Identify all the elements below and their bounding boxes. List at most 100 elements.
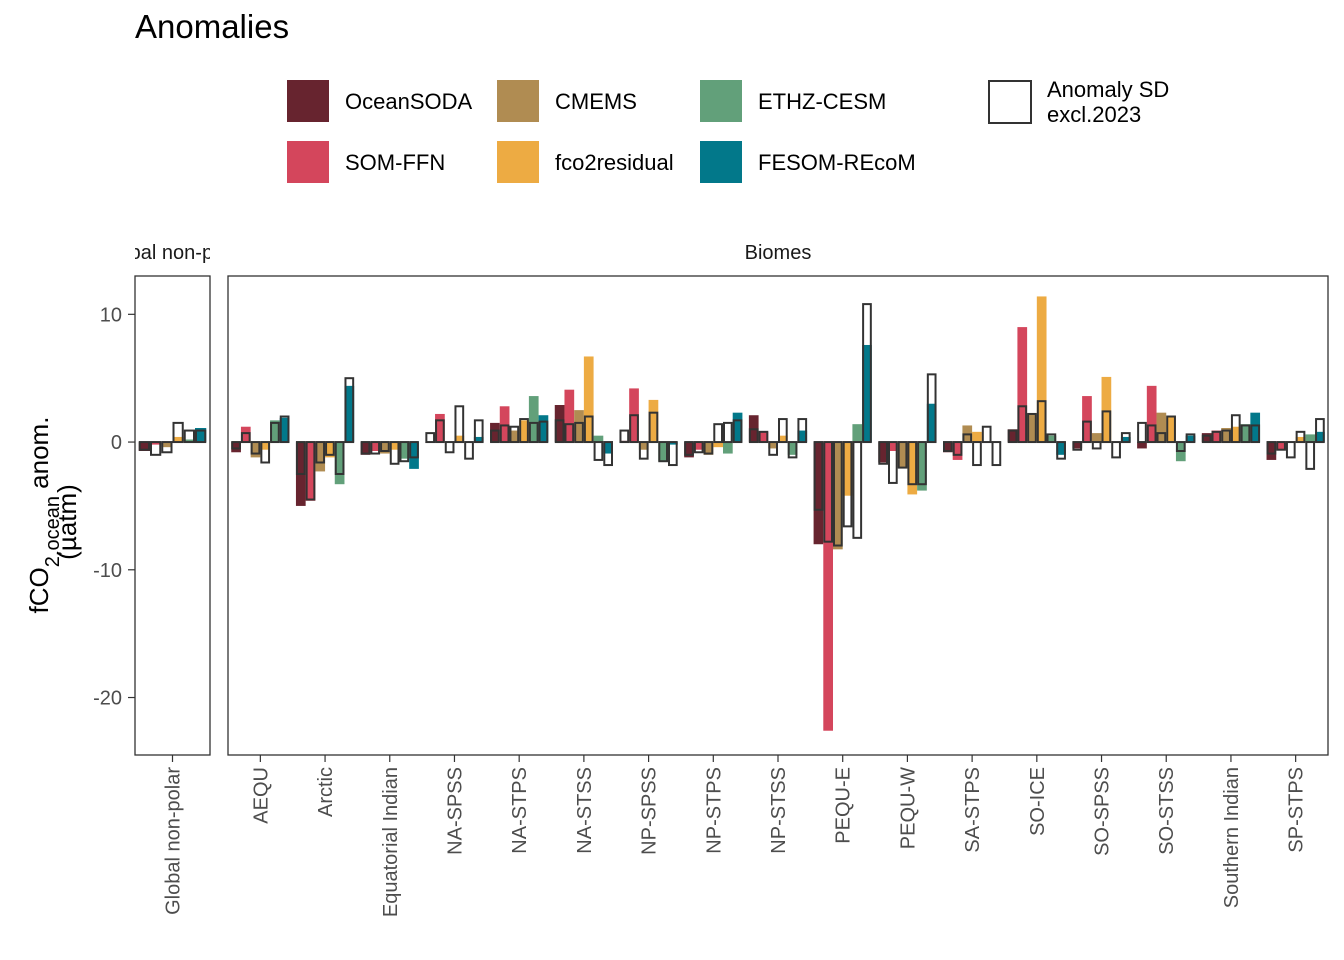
bar-aequ-fco2residual xyxy=(260,442,271,450)
sd-bar-equatorial-indian-som-ffn xyxy=(370,441,381,455)
sd-bar-pequ-w-som-ffn xyxy=(888,441,898,484)
y-axis-unit: (µatm) xyxy=(52,484,82,560)
sd-bar-so-ice-cmems xyxy=(1027,412,1037,444)
sd-bar-sp-stps-cmems xyxy=(1285,441,1296,459)
sd-bar-so-ice-oceansoda xyxy=(1007,429,1018,444)
sd-bar-so-ice-ethz-cesm xyxy=(1046,433,1057,444)
bar-sp-stps-ethz-cesm xyxy=(1305,434,1316,443)
sd-bar-np-stss-fco2residual xyxy=(778,418,788,444)
sd-bar-equatorial-indian-cmems xyxy=(380,441,390,452)
bar-np-stss-fco2residual xyxy=(778,435,788,443)
sd-bar-so-spss-fco2residual xyxy=(1101,410,1112,444)
sd-bar-na-stps-cmems xyxy=(509,425,520,444)
bar-na-stss-oceansoda xyxy=(554,405,565,443)
bar-np-stss-ethz-cesm xyxy=(787,442,798,455)
sd-bar-arctic-oceansoda xyxy=(295,441,306,475)
x-tick-label-na-spss: NA-SPSS xyxy=(444,767,466,855)
sd-bar-aequ-ethz-cesm xyxy=(270,421,280,444)
bar-global-non-polar-fco2residual xyxy=(172,436,184,443)
sd-bar-global-non-polar-cmems xyxy=(161,441,173,454)
bar-global-non-polar-fesom-recom xyxy=(195,428,207,443)
bar-na-stss-fco2residual xyxy=(583,356,594,443)
sd-bar-na-stps-fesom-recom xyxy=(538,420,549,444)
bar-pequ-w-ethz-cesm xyxy=(917,442,927,491)
bar-so-ice-som-ffn xyxy=(1017,327,1028,443)
sd-bar-na-stps-ethz-cesm xyxy=(528,421,539,444)
sd-bar-np-spss-fco2residual xyxy=(648,411,659,444)
x-tick-label-pequ-w: PEQU-W xyxy=(897,767,919,849)
bar-na-spss-fesom-recom xyxy=(473,436,484,443)
bar-southern-indian-cmems xyxy=(1221,428,1231,443)
sd-bar-southern-indian-ethz-cesm xyxy=(1240,424,1251,444)
bar-aequ-ethz-cesm xyxy=(270,420,280,443)
sd-bar-np-stps-som-ffn xyxy=(693,441,704,454)
bar-southern-indian-ethz-cesm xyxy=(1240,424,1251,443)
bar-southern-indian-fesom-recom xyxy=(1250,412,1261,443)
y-tick-label: 10 xyxy=(100,304,122,326)
x-tick-label-so-spss: SO-SPSS xyxy=(1092,767,1114,856)
bar-na-stps-fco2residual xyxy=(519,420,529,443)
bar-so-ice-fesom-recom xyxy=(1056,442,1066,455)
bar-np-stss-fesom-recom xyxy=(797,430,808,443)
sd-bar-na-stps-fco2residual xyxy=(519,418,529,444)
bar-na-stss-cmems xyxy=(574,410,584,443)
x-tick-label-so-ice: SO-ICE xyxy=(1027,767,1049,836)
sd-bar-equatorial-indian-oceansoda xyxy=(360,441,371,455)
sd-bar-so-stss-oceansoda xyxy=(1137,421,1147,444)
bar-aequ-fesom-recom xyxy=(279,417,290,443)
sd-bar-pequ-w-fco2residual xyxy=(907,441,918,486)
sd-bar-arctic-ethz-cesm xyxy=(334,441,345,475)
y-tick-label: -20 xyxy=(93,688,122,710)
bar-so-spss-fco2residual xyxy=(1101,376,1112,443)
sd-bar-global-non-polar-som-ffn xyxy=(150,441,162,456)
sd-bar-so-spss-som-ffn xyxy=(1082,420,1092,444)
sd-bar-pequ-w-fesom-recom xyxy=(926,373,937,444)
x-tick-label-na-stps: NA-STPS xyxy=(509,767,531,854)
bar-na-stss-fesom-recom xyxy=(603,442,613,454)
chart-title: Anomalies xyxy=(135,8,290,45)
sd-bar-equatorial-indian-fesom-recom xyxy=(409,441,419,459)
sd-bar-pequ-e-fesom-recom xyxy=(862,303,872,444)
sd-bar-na-spss-ethz-cesm xyxy=(464,441,474,460)
sd-bar-np-stss-som-ffn xyxy=(758,430,769,444)
sd-bar-so-ice-fco2residual xyxy=(1036,400,1047,444)
bar-southern-indian-som-ffn xyxy=(1211,430,1222,443)
sd-bar-np-spss-ethz-cesm xyxy=(658,441,669,463)
bar-equatorial-indian-cmems xyxy=(380,442,390,454)
bar-global-non-polar-oceansoda xyxy=(138,442,150,451)
x-tick-label-global-non-polar: Global non-polar xyxy=(163,767,185,915)
sd-bar-np-stss-cmems xyxy=(768,441,779,456)
sd-bar-so-stss-cmems xyxy=(1156,432,1167,444)
sd-bar-southern-indian-som-ffn xyxy=(1211,430,1222,444)
sd-bar-np-spss-oceansoda xyxy=(619,429,630,444)
panel-frame xyxy=(134,275,211,756)
bar-equatorial-indian-som-ffn xyxy=(370,442,381,451)
legend-swatch-fco2residual xyxy=(497,141,539,183)
bar-sa-stps-som-ffn xyxy=(952,442,963,460)
bar-np-spss-ethz-cesm xyxy=(658,442,668,462)
sd-bar-so-ice-fesom-recom xyxy=(1056,441,1066,460)
bar-na-stss-som-ffn xyxy=(564,389,575,443)
legend-swatch-oceansoda xyxy=(287,80,329,122)
x-tick-label-pequ-e: PEQU-E xyxy=(833,767,855,844)
sd-bar-na-stss-fco2residual xyxy=(583,415,594,444)
bar-na-stps-ethz-cesm xyxy=(528,396,539,443)
sd-bar-global-non-polar-fesom-recom xyxy=(195,429,207,444)
bar-so-stss-cmems xyxy=(1156,412,1167,443)
bar-arctic-ethz-cesm xyxy=(334,442,345,485)
legend-label-cmems: CMEMS xyxy=(555,89,637,114)
bar-pequ-w-fesom-recom xyxy=(926,403,937,443)
legend-label-somffn: SOM-FFN xyxy=(345,150,446,175)
sd-bar-np-stss-ethz-cesm xyxy=(787,441,798,459)
sd-bar-global-non-polar-ethz-cesm xyxy=(183,429,195,444)
sd-bar-np-spss-cmems xyxy=(638,441,649,460)
bar-np-stps-oceansoda xyxy=(684,442,694,458)
sd-bar-arctic-fco2residual xyxy=(325,441,335,456)
bar-np-spss-fco2residual xyxy=(648,399,659,443)
bar-southern-indian-fco2residual xyxy=(1230,426,1241,443)
sd-bar-so-spss-cmems xyxy=(1091,441,1102,450)
x-tick-label-na-stss: NA-STSS xyxy=(574,767,596,854)
sd-bar-na-stss-fesom-recom xyxy=(603,441,614,467)
sd-bar-so-ice-som-ffn xyxy=(1017,405,1028,444)
legend-label-anomaly-sd: Anomaly SD excl.2023 xyxy=(1047,77,1169,127)
